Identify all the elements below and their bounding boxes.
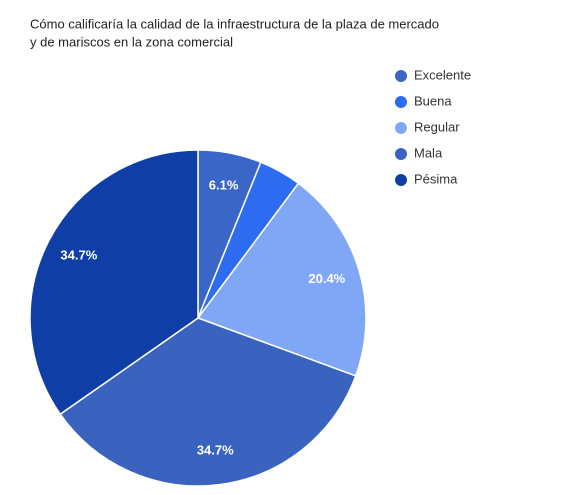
legend-marker: [395, 96, 407, 108]
legend-label: Mala: [414, 145, 443, 160]
pie-slice: [29, 149, 199, 416]
data-label: 34.7%: [197, 443, 234, 458]
data-label: 34.7%: [60, 247, 97, 262]
legend-label: Regular: [414, 119, 460, 134]
data-label: 6.1%: [209, 177, 239, 192]
legend-marker: [395, 174, 407, 186]
pie-slice: [59, 317, 357, 487]
legend-label: Pésima: [414, 171, 458, 186]
legend-marker: [395, 148, 407, 160]
chart-title: Cómo calificaría la calidad de la infrae…: [30, 16, 439, 31]
chart-title: y de mariscos en la zona comercial: [30, 34, 233, 49]
legend-marker: [395, 70, 407, 82]
legend-label: Excelente: [414, 67, 471, 82]
data-label: 20.4%: [308, 271, 345, 286]
legend-marker: [395, 122, 407, 134]
pie-slice: [196, 182, 367, 377]
legend-label: Buena: [414, 93, 452, 108]
